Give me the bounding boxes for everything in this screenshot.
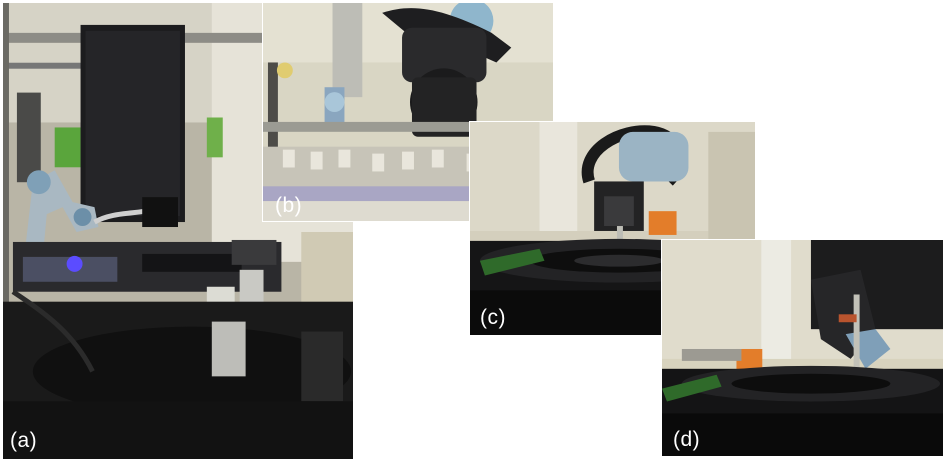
panel-c-label: (c) <box>480 306 506 329</box>
panel-b-label: (b) <box>275 194 303 217</box>
gripper-placing-photo <box>662 240 943 456</box>
panel-a-label: (a) <box>10 429 38 452</box>
photo-panel-d: (d) <box>661 239 944 457</box>
panel-d-label: (d) <box>673 428 701 451</box>
